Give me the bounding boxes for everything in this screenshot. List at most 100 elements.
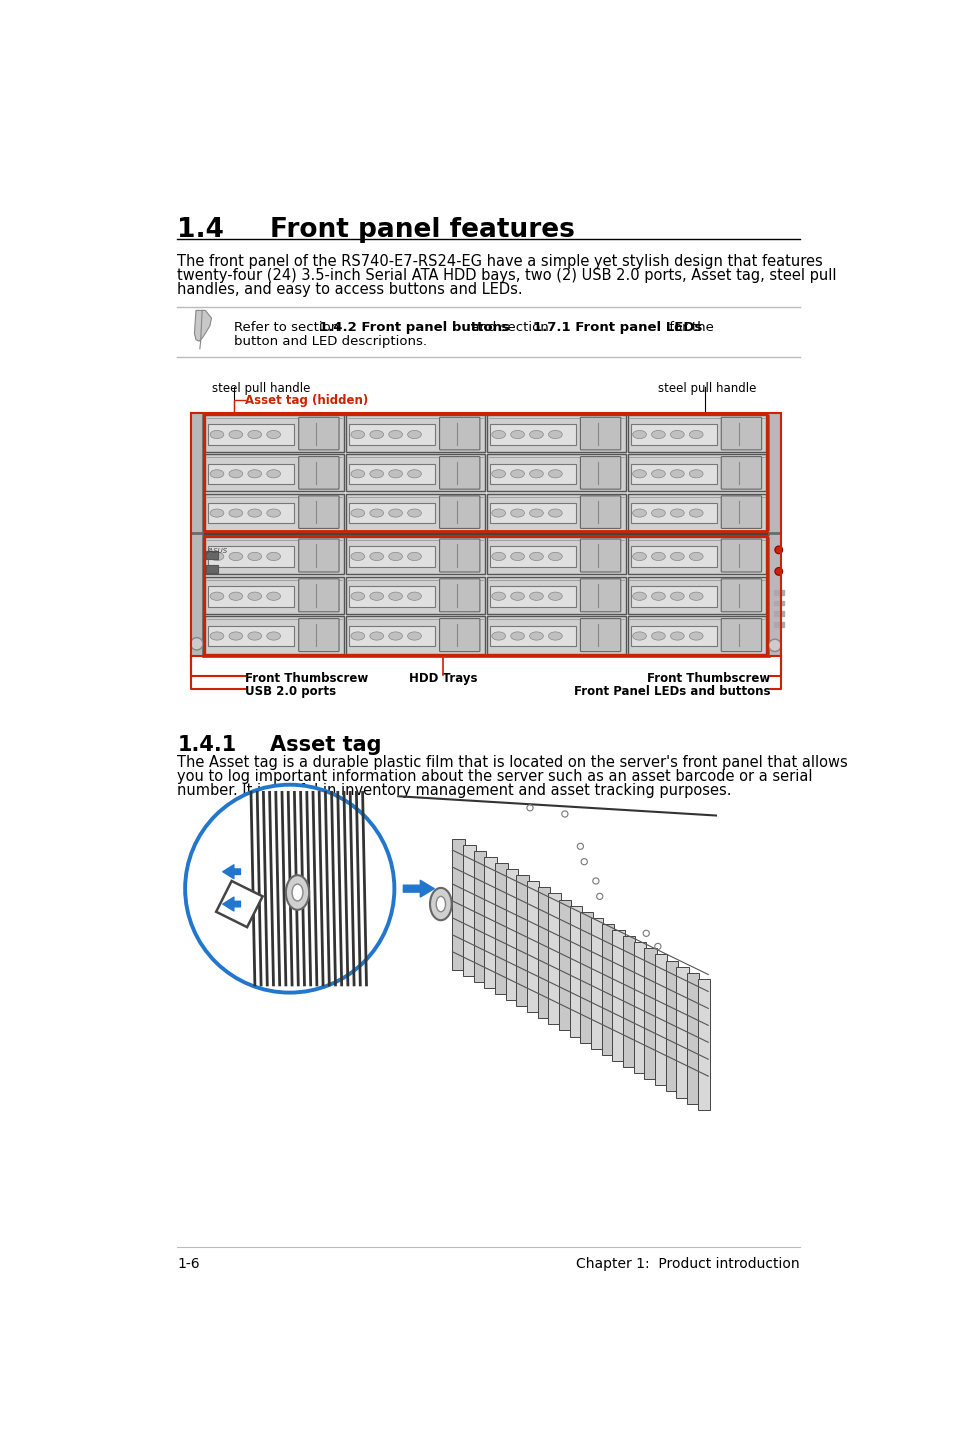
Bar (630, 585, 716, 607)
Text: Front Thumbscrew: Front Thumbscrew (245, 672, 368, 684)
Text: Asset tag: Asset tag (270, 735, 381, 755)
Bar (191, 535, 203, 656)
Text: for the: for the (664, 321, 713, 334)
Ellipse shape (430, 887, 452, 920)
Ellipse shape (670, 631, 683, 640)
Ellipse shape (670, 430, 683, 439)
Bar (205, 617, 343, 654)
Bar (205, 577, 343, 614)
Ellipse shape (436, 896, 445, 912)
Bar (630, 626, 716, 646)
Ellipse shape (510, 430, 524, 439)
Ellipse shape (351, 509, 364, 518)
Ellipse shape (370, 509, 383, 518)
Text: 1.7.1 Front panel LEDs: 1.7.1 Front panel LEDs (533, 321, 702, 334)
Ellipse shape (632, 552, 646, 561)
FancyBboxPatch shape (439, 618, 479, 651)
Ellipse shape (548, 631, 561, 640)
Ellipse shape (651, 430, 664, 439)
FancyBboxPatch shape (298, 496, 338, 528)
Ellipse shape (388, 552, 402, 561)
Ellipse shape (651, 470, 664, 477)
Text: The front panel of the RS740-E7-RS24-EG have a simple yet stylish design that fe: The front panel of the RS740-E7-RS24-EG … (177, 255, 822, 269)
Bar (208, 585, 294, 607)
Bar (205, 493, 343, 531)
Ellipse shape (210, 509, 224, 518)
Polygon shape (558, 900, 571, 1031)
Text: button and LED descriptions.: button and LED descriptions. (233, 335, 427, 348)
FancyArrowPatch shape (223, 897, 240, 912)
Bar (208, 424, 294, 444)
Bar (486, 577, 625, 614)
Bar (203, 413, 768, 533)
Ellipse shape (689, 631, 702, 640)
Polygon shape (676, 966, 688, 1097)
FancyBboxPatch shape (579, 417, 620, 450)
Bar (486, 536, 625, 574)
Ellipse shape (492, 470, 505, 477)
FancyBboxPatch shape (720, 618, 760, 651)
Bar (349, 424, 435, 444)
Bar (346, 536, 484, 574)
Ellipse shape (492, 552, 505, 561)
Ellipse shape (267, 470, 280, 477)
Ellipse shape (407, 631, 421, 640)
Text: handles, and easy to access buttons and LEDs.: handles, and easy to access buttons and … (177, 282, 522, 296)
Ellipse shape (229, 592, 242, 600)
Text: and section: and section (466, 321, 552, 334)
Ellipse shape (351, 631, 364, 640)
Ellipse shape (689, 470, 702, 477)
Text: you to log important information about the server such as an asset barcode or a : you to log important information about t… (177, 769, 812, 784)
Bar (346, 493, 484, 531)
Ellipse shape (510, 470, 524, 477)
Ellipse shape (529, 470, 543, 477)
Bar (490, 424, 576, 444)
Ellipse shape (651, 592, 664, 600)
Polygon shape (516, 876, 528, 1007)
Bar (490, 503, 576, 523)
Text: Chapter 1:  Product introduction: Chapter 1: Product introduction (576, 1257, 799, 1271)
Bar (486, 416, 625, 452)
Ellipse shape (548, 509, 561, 518)
Bar (205, 454, 343, 492)
Ellipse shape (388, 430, 402, 439)
Ellipse shape (210, 470, 224, 477)
Bar (486, 493, 625, 531)
Ellipse shape (229, 430, 242, 439)
Text: The Asset tag is a durable plastic film that is located on the server's front pa: The Asset tag is a durable plastic film … (177, 755, 847, 771)
Ellipse shape (548, 552, 561, 561)
Ellipse shape (492, 631, 505, 640)
Ellipse shape (529, 509, 543, 518)
Ellipse shape (267, 631, 280, 640)
Ellipse shape (651, 552, 664, 561)
Ellipse shape (388, 592, 402, 600)
Polygon shape (216, 881, 262, 928)
Ellipse shape (388, 631, 402, 640)
Bar (346, 416, 484, 452)
Ellipse shape (492, 509, 505, 518)
Ellipse shape (370, 552, 383, 561)
Ellipse shape (651, 509, 664, 518)
Polygon shape (569, 906, 581, 1037)
Bar (346, 577, 484, 614)
FancyBboxPatch shape (298, 618, 338, 651)
Ellipse shape (632, 592, 646, 600)
Ellipse shape (510, 552, 524, 561)
Bar (486, 454, 625, 492)
Ellipse shape (510, 509, 524, 518)
FancyBboxPatch shape (298, 417, 338, 450)
Polygon shape (548, 893, 560, 1024)
Ellipse shape (670, 592, 683, 600)
Bar (346, 454, 484, 492)
Circle shape (774, 546, 781, 554)
FancyBboxPatch shape (579, 457, 620, 489)
Bar (773, 590, 783, 594)
Ellipse shape (529, 631, 543, 640)
Text: number. It is useful in inventory management and asset tracking purposes.: number. It is useful in inventory manage… (177, 784, 731, 798)
Ellipse shape (670, 470, 683, 477)
Bar (627, 577, 765, 614)
FancyBboxPatch shape (439, 539, 479, 572)
Bar (208, 503, 294, 523)
Bar (204, 536, 766, 654)
Bar (627, 617, 765, 654)
